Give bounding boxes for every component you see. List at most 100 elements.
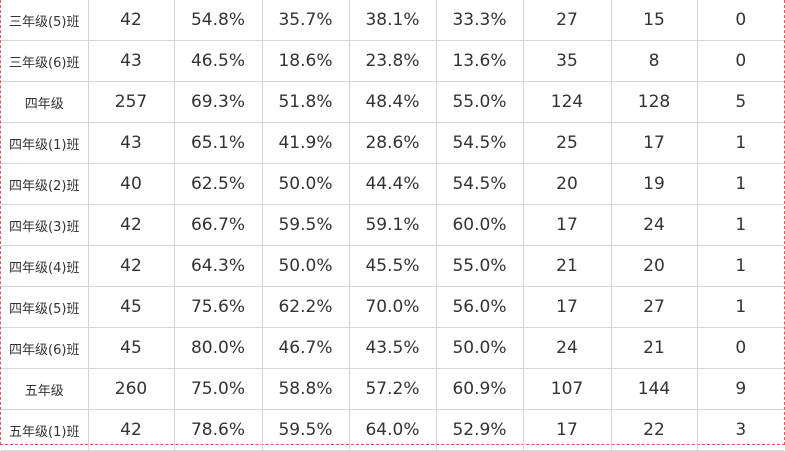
table-cell: 52.9% [435,409,524,451]
row-label-cell: 四年级(5)班 [1,286,89,328]
table-cell: 21 [610,327,698,369]
table-cell: 60.9% [435,368,524,410]
table-cell: 59.5% [261,409,350,451]
table-cell: 20 [522,163,612,205]
table-cell: 51.8% [261,81,350,123]
table-cell: 50.0% [261,163,350,205]
table-cell: 3 [696,409,784,451]
table-cell: 27 [610,286,698,328]
table-row: 三年级(6)班 43 46.5% 18.6% 23.8% 13.6% 35 8 0 [1,40,784,82]
table-cell: 45 [87,327,175,369]
table-cell: 18.6% [261,40,350,82]
table-row: 四年级(2)班 40 62.5% 50.0% 44.4% 54.5% 20 19 1 [1,163,784,205]
table-cell: 62.5% [173,163,263,205]
table-cell: 17 [522,286,612,328]
table-cell: 64.0% [348,409,437,451]
table-cell: 15 [610,0,698,41]
table-cell: 21 [522,245,612,287]
table-cell: 42 [87,204,175,246]
table-cell: 107 [522,368,612,410]
table-cell: 57.2% [348,368,437,410]
table-cell: 64.3% [173,245,263,287]
table-cell: 54.8% [173,0,263,41]
row-label-cell: 三年级(5)班 [1,0,89,41]
table-cell: 1 [696,122,784,164]
table-cell: 50.0% [435,327,524,369]
table-cell: 17 [522,204,612,246]
table-cell: 1 [696,204,784,246]
table-row: 五年级 260 75.0% 58.8% 57.2% 60.9% 107 144 9 [1,368,784,410]
table-row: 四年级(4)班 42 64.3% 50.0% 45.5% 55.0% 21 20 1 [1,245,784,287]
table-cell: 28.6% [348,122,437,164]
table-cell: 42 [87,245,175,287]
table-cell: 20 [610,245,698,287]
row-label-cell: 四年级 [1,81,89,123]
table-cell: 65.1% [173,122,263,164]
row-label-cell: 四年级(3)班 [1,204,89,246]
table-cell: 35.7% [261,0,350,41]
table-cell: 22 [610,409,698,451]
table-cell: 54.5% [435,163,524,205]
table-cell: 55.0% [435,81,524,123]
row-label-cell: 四年级(6)班 [1,327,89,369]
row-label-cell: 五年级 [1,368,89,410]
table-cell: 58.8% [261,368,350,410]
table-cell: 50.0% [261,245,350,287]
table-cell: 60.0% [435,204,524,246]
table-cell: 40 [87,163,175,205]
row-label-cell: 四年级(1)班 [1,122,89,164]
table-cell: 144 [610,368,698,410]
table-row: 四年级(3)班 42 66.7% 59.5% 59.1% 60.0% 17 24 1 [1,204,784,246]
table-row: 三年级(5)班 42 54.8% 35.7% 38.1% 33.3% 27 15 0 [1,0,784,41]
table-cell: 62.2% [261,286,350,328]
table-cell: 43 [87,40,175,82]
table-cell: 8 [610,40,698,82]
table-cell: 24 [610,204,698,246]
table-cell: 25 [522,122,612,164]
row-label-cell: 四年级(4)班 [1,245,89,287]
table-cell: 69.3% [173,81,263,123]
table-cell: 5 [696,81,784,123]
table-cell: 128 [610,81,698,123]
table-cell: 44.4% [348,163,437,205]
table-cell: 33.3% [435,0,524,41]
table-cell: 1 [696,245,784,287]
table-cell: 59.1% [348,204,437,246]
table-row: 四年级(6)班 45 80.0% 46.7% 43.5% 50.0% 24 21 0 [1,327,784,369]
table-cell: 257 [87,81,175,123]
table-cell: 59.5% [261,204,350,246]
table-cell: 78.6% [173,409,263,451]
table-cell: 1 [696,163,784,205]
table-row: 四年级(5)班 45 75.6% 62.2% 70.0% 56.0% 17 27 1 [1,286,784,328]
table-cell: 41.9% [261,122,350,164]
table-cell: 38.1% [348,0,437,41]
table-cell: 35 [522,40,612,82]
table-cell: 19 [610,163,698,205]
table-cell: 70.0% [348,286,437,328]
table-cell: 124 [522,81,612,123]
table-cell: 9 [696,368,784,410]
table-cell: 42 [87,409,175,451]
table-cell: 0 [696,327,784,369]
table-cell: 13.6% [435,40,524,82]
table-cell: 54.5% [435,122,524,164]
table-cell: 1 [696,286,784,328]
table-cell: 80.0% [173,327,263,369]
table-row: 四年级 257 69.3% 51.8% 48.4% 55.0% 124 128 5 [1,81,784,123]
table-cell: 56.0% [435,286,524,328]
table-cell: 46.7% [261,327,350,369]
table-cell: 66.7% [173,204,263,246]
row-label-cell: 四年级(2)班 [1,163,89,205]
table-cell: 46.5% [173,40,263,82]
table-cell: 24 [522,327,612,369]
table-cell: 0 [696,40,784,82]
table-cell: 75.0% [173,368,263,410]
table-cell: 55.0% [435,245,524,287]
table-cell: 45 [87,286,175,328]
table-row: 四年级(1)班 43 65.1% 41.9% 28.6% 54.5% 25 17 1 [1,122,784,164]
table-cell: 43.5% [348,327,437,369]
row-label-cell: 三年级(6)班 [1,40,89,82]
table-cell: 17 [610,122,698,164]
